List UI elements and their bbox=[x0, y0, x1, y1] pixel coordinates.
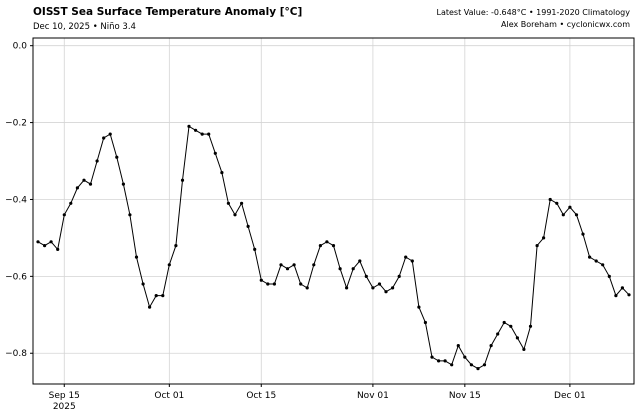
chart-title: OISST Sea Surface Temperature Anomaly [°… bbox=[33, 6, 303, 18]
chart-header: OISST Sea Surface Temperature Anomaly [°… bbox=[33, 6, 302, 32]
svg-text:Oct 15: Oct 15 bbox=[246, 391, 276, 401]
chart-subtitle: Dec 10, 2025 • Niño 3.4 bbox=[33, 21, 136, 32]
svg-text:−0.6: −0.6 bbox=[5, 272, 27, 282]
svg-text:Nov 01: Nov 01 bbox=[357, 391, 389, 401]
latest-value-label: Latest Value: -0.648°C • 1991-2020 Clima… bbox=[436, 8, 631, 17]
credit-label: Alex Boreham • cyclonicwx.com bbox=[501, 20, 630, 29]
svg-text:Nov 15: Nov 15 bbox=[449, 391, 481, 401]
svg-text:Oct 01: Oct 01 bbox=[154, 391, 184, 401]
svg-text:Sep 15: Sep 15 bbox=[49, 391, 80, 401]
svg-text:0.0: 0.0 bbox=[13, 42, 28, 52]
svg-text:−0.8: −0.8 bbox=[5, 349, 27, 359]
chart-meta: Latest Value: -0.648°C • 1991-2020 Clima… bbox=[437, 8, 631, 29]
svg-text:−0.4: −0.4 bbox=[5, 195, 27, 205]
svg-text:Dec 01: Dec 01 bbox=[554, 391, 586, 401]
svg-text:2025: 2025 bbox=[53, 402, 76, 412]
svg-text:−0.2: −0.2 bbox=[5, 119, 27, 129]
